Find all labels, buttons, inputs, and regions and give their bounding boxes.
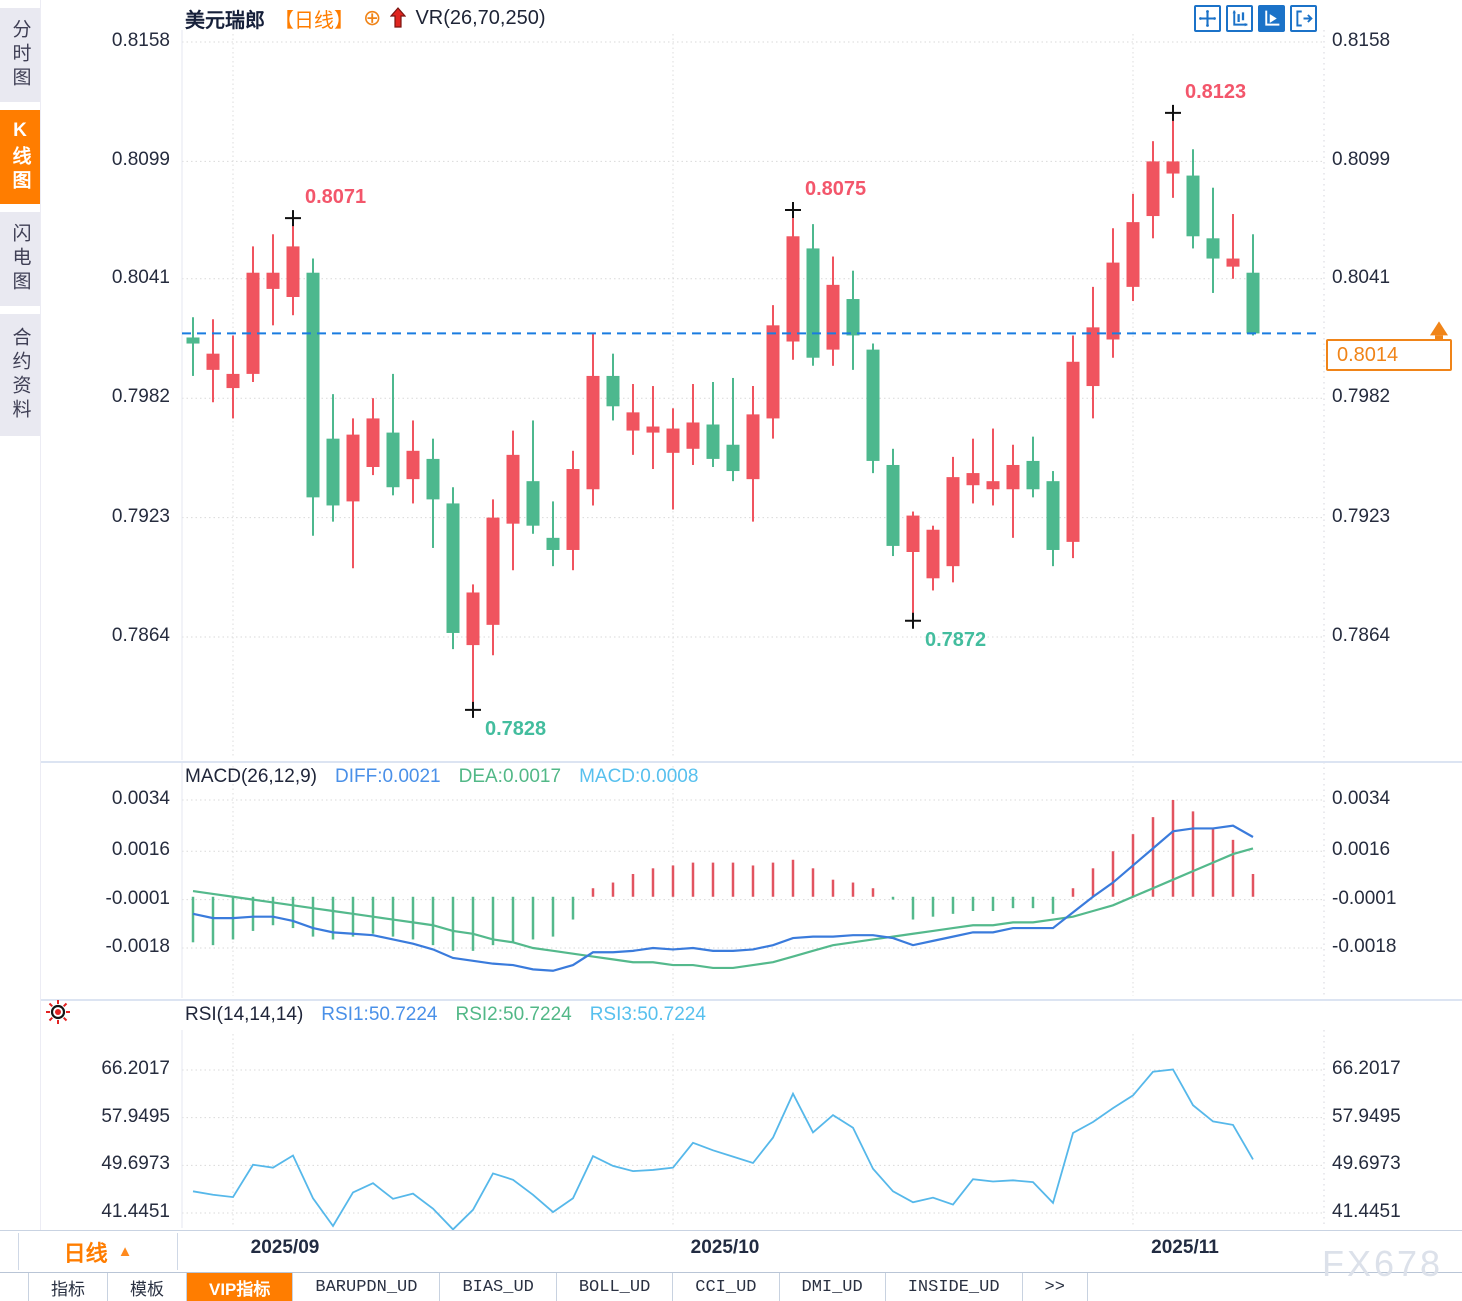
period-selector-label: 日线 <box>63 1240 108 1266</box>
tab[interactable]: CCI_UD <box>673 1273 780 1301</box>
add-indicator-icon[interactable]: ⊕ <box>363 5 382 30</box>
macd-dea-value: DEA:0.0017 <box>458 766 562 787</box>
y-axis-label-left: 0.7982 <box>111 386 170 408</box>
y-axis-label-left: 0.8041 <box>111 266 170 288</box>
candlestick-series <box>186 112 1260 710</box>
alert-lamp-icon[interactable] <box>44 998 72 1031</box>
symbol-title: 美元瑞郎 <box>185 9 265 32</box>
y-axis-label-left: 66.2017 <box>101 1058 170 1079</box>
current-price-tag: 0.8014 <box>1326 339 1452 371</box>
period-tag[interactable]: 【日线】 <box>274 9 354 32</box>
red-up-arrow-icon <box>390 7 407 29</box>
y-axis-label-left: -0.0018 <box>105 936 170 957</box>
macd-diff-line <box>192 824 1254 972</box>
rsi3-value: RSI3:50.7224 <box>589 1004 706 1025</box>
y-axis-label-right: 0.8041 <box>1332 266 1391 288</box>
y-axis-label-right: 0.7923 <box>1332 505 1391 527</box>
y-axis-label-right: 0.8158 <box>1332 30 1391 51</box>
exit-arrow-icon[interactable] <box>1290 5 1317 32</box>
rsi-name[interactable]: RSI(14,14,14) <box>185 1004 304 1025</box>
tab[interactable]: BARUPDN_UD <box>293 1273 441 1301</box>
tab[interactable]: 模板 <box>108 1273 187 1301</box>
chevron-up-icon: ▲ <box>117 1243 133 1260</box>
rsi-header: RSI(14,14,14) RSI1:50.7224 RSI2:50.7224 … <box>185 1004 706 1026</box>
period-selector[interactable]: 日线 ▲ <box>18 1233 178 1270</box>
y-axis-label-left: 0.7923 <box>111 505 170 527</box>
y-axis-label-left: 57.9495 <box>101 1105 170 1127</box>
chart-toolbar <box>1194 5 1317 32</box>
price-tag-arrow-icon <box>1430 321 1448 336</box>
rsi-line <box>192 1068 1254 1231</box>
y-axis-label-right: 0.7982 <box>1332 386 1391 408</box>
tab[interactable]: 指标 <box>28 1273 108 1301</box>
y-axis-label-right: 0.7864 <box>1332 625 1391 646</box>
move-crosshair-icon[interactable] <box>1194 5 1221 32</box>
price-annotation: 0.8123 <box>1185 80 1247 103</box>
tab[interactable]: INSIDE_UD <box>886 1273 1023 1301</box>
indicator-tab-bar: 指标 模板 VIP指标 BARUPDN_UD BIAS_UD BOLL_UD CCI_UD D… <box>0 1272 1462 1301</box>
extreme-marker-icon <box>1165 104 1181 121</box>
tab[interactable]: BIAS_UD <box>440 1273 557 1301</box>
rsi1-value: RSI1:50.7224 <box>321 1004 438 1025</box>
panel-separator <box>40 999 1462 1001</box>
x-axis-label: 2025/11 <box>1151 1237 1219 1258</box>
left-sidebar: 分时图 K线图闪电图合约资料 <box>0 0 41 1270</box>
y-axis-label-left: -0.0001 <box>105 887 170 909</box>
y-axis-label-right: 49.6973 <box>1332 1153 1401 1175</box>
y-axis-label-left: 0.0034 <box>111 788 170 809</box>
sidebar-item-tab[interactable]: 闪电图 <box>0 212 40 306</box>
x-axis-label: 2025/09 <box>250 1237 320 1258</box>
macd-histogram <box>191 800 1255 951</box>
y-axis-label-left: 0.8158 <box>111 30 170 51</box>
x-axis-label: 2025/10 <box>690 1237 760 1258</box>
sidebar-item-tab[interactable]: 合约资料 <box>0 314 40 436</box>
y-axis-label-right: 0.0034 <box>1332 788 1391 809</box>
y-axis-label-right: 66.2017 <box>1332 1058 1401 1079</box>
macd-name[interactable]: MACD(26,12,9) <box>185 766 317 787</box>
x-axis-row: 日线 ▲ <box>0 1230 1462 1272</box>
tab-active[interactable]: VIP指标 <box>187 1273 294 1301</box>
tab[interactable]: DMI_UD <box>780 1273 886 1301</box>
y-axis-label-right: -0.0001 <box>1332 887 1397 909</box>
sidebar-item-active[interactable]: K线图 <box>0 110 40 204</box>
y-axis-label-right: 0.0016 <box>1332 839 1391 861</box>
y-axis-label-right: -0.0018 <box>1332 936 1397 957</box>
price-annotation: 0.7872 <box>925 628 987 651</box>
price-annotation: 0.7828 <box>485 717 547 740</box>
y-axis-label-left: 0.0016 <box>111 839 170 861</box>
axis-play-icon[interactable] <box>1258 5 1285 32</box>
macd-value: MACD:0.0008 <box>579 766 699 787</box>
watermark: FX678 <box>1322 1243 1444 1284</box>
y-axis-label-right: 0.8099 <box>1332 149 1391 171</box>
extreme-marker-icon <box>285 210 301 227</box>
y-axis-label-right: 41.4451 <box>1332 1201 1401 1222</box>
tab[interactable]: >> <box>1023 1273 1088 1301</box>
macd-dea-line <box>192 847 1254 970</box>
tab[interactable]: BOLL_UD <box>557 1273 674 1301</box>
rsi2-value: RSI2:50.7224 <box>455 1004 572 1025</box>
macd-diff-value: DIFF:0.0021 <box>335 766 441 787</box>
y-axis-label-left: 41.4451 <box>101 1201 170 1222</box>
price-annotation: 0.8071 <box>305 186 367 209</box>
extreme-marker-icon <box>785 201 801 218</box>
extreme-marker-icon <box>905 612 921 629</box>
sidebar-item-tab[interactable]: 分时图 <box>0 8 40 102</box>
chart-header: 美元瑞郎 【日线】 ⊕ VR(26,70,250) <box>185 5 546 32</box>
panel-separator <box>40 761 1462 763</box>
y-axis-label-left: 0.8099 <box>111 149 170 171</box>
macd-header: MACD(26,12,9) DIFF:0.0021 DEA:0.0017 MAC… <box>185 766 698 788</box>
y-axis-label-left: 0.7864 <box>111 625 170 646</box>
y-axis-label-right: 57.9495 <box>1332 1105 1401 1127</box>
vr-indicator-label: VR(26,70,250) <box>415 6 546 29</box>
extreme-marker-icon <box>465 701 481 718</box>
y-axis-label-left: 49.6973 <box>101 1153 170 1175</box>
price-annotation: 0.8075 <box>805 177 867 200</box>
axis-candles-icon[interactable] <box>1226 5 1253 32</box>
